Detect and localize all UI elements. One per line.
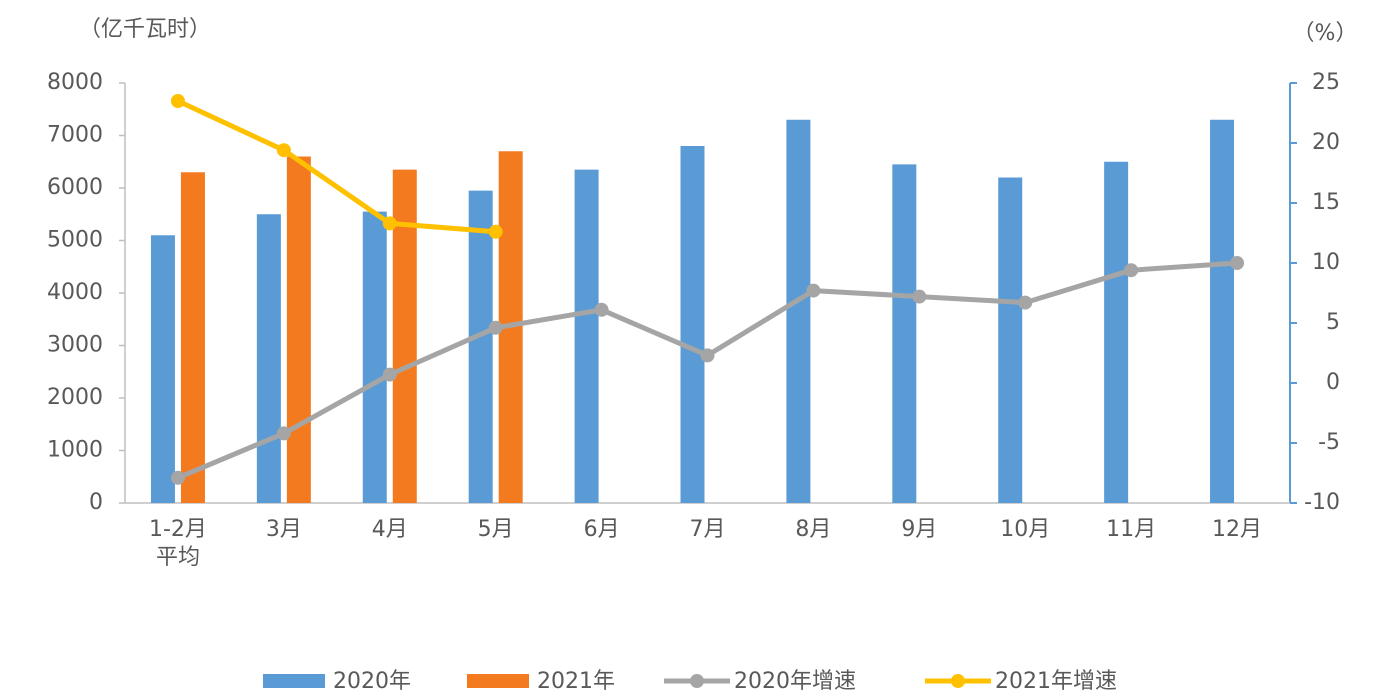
- y2-tick-label: -10: [1304, 490, 1340, 515]
- legend-label: 2020年增速: [734, 669, 856, 694]
- bar: [150, 235, 175, 503]
- line: [176, 98, 496, 235]
- x-tick-label: 8月: [795, 517, 832, 542]
- y-tick-label: 3000: [47, 333, 103, 358]
- bar: [180, 172, 205, 503]
- y-tick-label: 5000: [47, 228, 103, 253]
- point: [382, 216, 397, 231]
- x-tick-label: 1-2月平均: [148, 517, 207, 570]
- y-tick-label: 6000: [47, 175, 103, 200]
- line: [176, 260, 1238, 481]
- legend-marker: [690, 674, 704, 688]
- y-tick-label: 8000: [47, 70, 103, 95]
- bar: [680, 146, 705, 503]
- y2-tick-label: -5: [1318, 430, 1340, 455]
- y-tick-label: 2000: [47, 385, 103, 410]
- point: [488, 320, 503, 335]
- legend-marker: [951, 674, 965, 688]
- bar: [998, 177, 1023, 503]
- point: [382, 367, 397, 382]
- legend-label: 2021年: [537, 669, 615, 694]
- bar: [1104, 161, 1129, 503]
- point: [1124, 263, 1139, 278]
- legend-label: 2021年增速: [995, 669, 1117, 694]
- point: [170, 470, 185, 485]
- y-tick-label: 1000: [47, 438, 103, 463]
- x-tick-label: 9月: [901, 517, 938, 542]
- bar: [286, 156, 311, 503]
- y2-tick-label: 15: [1312, 190, 1340, 215]
- legend-label: 2020年: [333, 669, 411, 694]
- y-tick-label: 4000: [47, 280, 103, 305]
- x-tick-label: 3月: [265, 517, 302, 542]
- point: [806, 283, 821, 298]
- bar: [574, 169, 599, 503]
- bar: [1210, 119, 1235, 503]
- point: [1018, 295, 1033, 310]
- point: [912, 289, 927, 304]
- point: [594, 302, 609, 317]
- x-tick-label: 7月: [689, 517, 726, 542]
- x-tick-label: 10月: [1000, 517, 1051, 542]
- y2-tick-label: 10: [1312, 250, 1340, 275]
- point: [1230, 256, 1245, 270]
- point: [488, 224, 503, 239]
- y2-tick-label: 0: [1326, 370, 1340, 395]
- x-tick-label: 5月: [477, 517, 514, 542]
- y-tick-label: 0: [89, 490, 103, 515]
- point: [170, 94, 185, 108]
- y2-tick-label: 5: [1326, 310, 1340, 335]
- y2-tick-label: 25: [1312, 70, 1340, 95]
- bar: [362, 211, 387, 503]
- point: [276, 143, 291, 158]
- bar: [892, 164, 917, 503]
- y2-tick-label: 20: [1312, 130, 1340, 155]
- x-tick-label: 4月: [371, 517, 408, 542]
- bar: [468, 190, 493, 503]
- y2-axis-title: （%）: [1293, 21, 1358, 46]
- bar: [392, 169, 417, 503]
- legend-swatch: [467, 674, 529, 688]
- y-tick-label: 7000: [47, 123, 103, 148]
- x-tick-label: 12月: [1212, 517, 1263, 542]
- bar: [786, 119, 811, 503]
- x-tick-label: 11月: [1106, 517, 1157, 542]
- point: [700, 348, 715, 363]
- bar: [256, 214, 281, 503]
- point: [276, 426, 291, 441]
- legend-swatch: [263, 674, 325, 688]
- y-axis-title: （亿千瓦时）: [79, 17, 211, 42]
- x-tick-label: 6月: [583, 517, 620, 542]
